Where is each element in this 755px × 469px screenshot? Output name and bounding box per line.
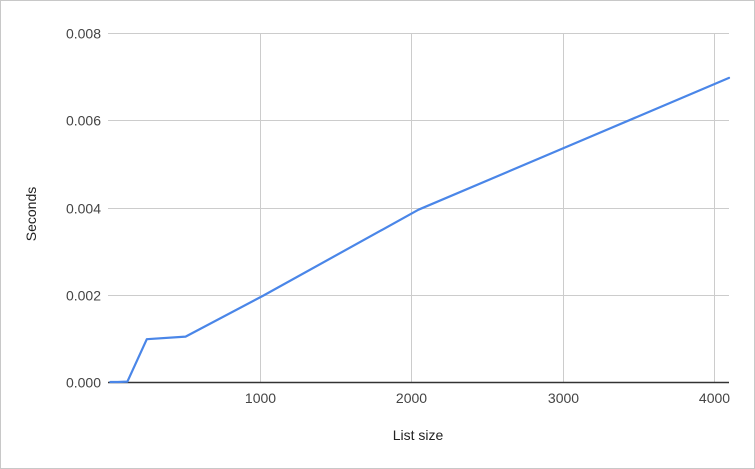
y-axis: 0.000 0.002 0.004 0.006 0.008: [66, 26, 101, 391]
x-axis: 1000 2000 3000 4000: [108, 381, 730, 406]
x-tick-label: 1000: [245, 390, 276, 406]
x-tick-label: 3000: [548, 390, 579, 406]
y-tick-label: 0.004: [66, 201, 101, 217]
y-tick-label: 0.000: [66, 375, 101, 391]
x-tick-label: 2000: [396, 390, 427, 406]
series-line: [109, 76, 731, 384]
gridlines: [108, 33, 729, 382]
series-layer: [109, 76, 731, 384]
y-axis-title: Seconds: [23, 187, 39, 241]
y-tick-label: 0.002: [66, 288, 101, 304]
x-axis-title: List size: [393, 427, 444, 443]
y-tick-label: 0.008: [66, 26, 101, 42]
x-tick-label: 4000: [699, 390, 730, 406]
y-tick-label: 0.006: [66, 113, 101, 129]
